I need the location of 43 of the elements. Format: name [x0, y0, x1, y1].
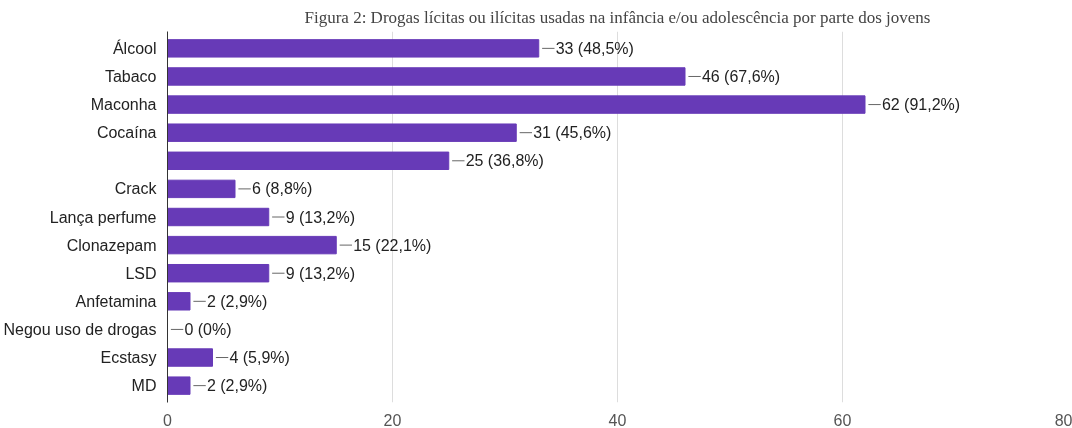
bar	[167, 292, 191, 311]
data-label: 46 (67,6%)	[701, 67, 781, 85]
data-label: 62 (91,2%)	[881, 96, 961, 114]
data-label: 2 (2,9%)	[206, 377, 268, 395]
bar	[167, 179, 236, 199]
bar	[167, 264, 270, 283]
x-tick-label: 20	[383, 411, 402, 428]
data-label: 9 (13,2%)	[285, 208, 355, 226]
y-tick-label: Álcool	[112, 38, 157, 57]
data-label: 25 (36,8%)	[465, 152, 544, 170]
data-label: 15 (22,1%)	[353, 236, 432, 254]
bar	[167, 151, 450, 170]
x-tick-label: 60	[833, 411, 852, 428]
bar	[167, 123, 517, 142]
bar	[167, 376, 191, 395]
y-tick-label: Maconha	[90, 96, 157, 114]
chart-title: Figura 2: Drogas lícitas ou ilícitas usadas na infância e/ou adolescência por parte dos jovens	[304, 7, 931, 27]
bar	[167, 95, 866, 114]
y-tick-label: Ecstasy	[100, 349, 157, 367]
x-tick-label: 0	[163, 411, 173, 428]
y-tick-label: Clonazepam	[66, 236, 157, 254]
y-tick-label: Lança perfume	[49, 208, 157, 226]
y-tick-label: Cocaína	[96, 124, 157, 142]
bar	[167, 67, 686, 86]
y-tick-label: Negou uso de drogas	[3, 320, 157, 338]
data-label: 9 (13,2%)	[285, 264, 355, 282]
data-label: 31 (45,6%)	[533, 124, 612, 142]
bar	[167, 348, 213, 367]
y-tick-label: Anfetamina	[75, 292, 157, 310]
bar	[167, 235, 337, 255]
bar	[167, 39, 540, 58]
data-label: 4 (5,9%)	[229, 349, 290, 367]
data-label: 2 (2,9%)	[206, 292, 268, 310]
bar	[167, 207, 270, 227]
x-tick-label: 80	[1054, 411, 1072, 428]
data-label: 0 (0%)	[184, 320, 232, 338]
data-label: 6 (8,8%)	[251, 180, 313, 198]
y-tick-label: Crack	[114, 180, 158, 198]
data-label: 33 (48,5%)	[555, 39, 634, 57]
x-tick-label: 40	[608, 411, 627, 428]
y-tick-label: MD	[131, 377, 157, 395]
y-tick-label: LSD	[125, 264, 157, 282]
y-tick-label: Tabaco	[104, 67, 157, 85]
